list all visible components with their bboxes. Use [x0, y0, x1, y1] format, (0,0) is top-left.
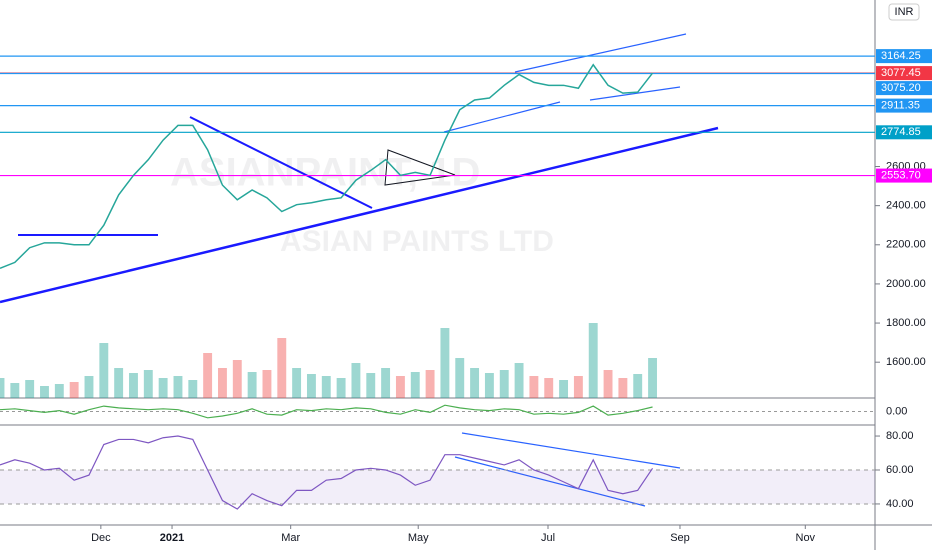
volume-bar — [321, 376, 331, 398]
x-tick-label: 2021 — [160, 532, 184, 544]
volume-bar — [633, 374, 643, 398]
volume-bar — [188, 380, 198, 398]
volume-bar — [203, 353, 213, 398]
y-tick-label: 2200.00 — [886, 239, 926, 251]
volume-bar — [559, 380, 569, 398]
volume-bar — [618, 378, 628, 398]
volume-bar — [262, 370, 272, 398]
volume-bar — [470, 368, 480, 398]
rsi-band — [0, 469, 875, 504]
volume-bar — [573, 376, 583, 398]
rsi-tick-label: 80.00 — [886, 430, 914, 442]
volume-bar — [25, 380, 35, 398]
triangle — [384, 149, 456, 186]
currency-box — [888, 3, 920, 21]
volume-bar — [10, 383, 20, 398]
rsi-line — [0, 435, 654, 510]
level-label-bg — [876, 66, 932, 81]
channel-line — [443, 101, 561, 133]
volume-bar — [306, 374, 316, 398]
level-label-bg — [876, 168, 932, 183]
volume-bar — [158, 378, 168, 398]
volume-bar — [69, 382, 79, 398]
drawings — [0, 33, 719, 507]
level-label-bg — [876, 81, 932, 96]
currency: INR — [895, 6, 914, 18]
volume-bar — [544, 378, 554, 398]
x-tick-label: Nov — [796, 532, 816, 544]
x-tick-label: May — [408, 532, 429, 544]
volume-bar — [603, 370, 613, 398]
volume-bar — [425, 370, 435, 398]
volume-bar — [484, 373, 494, 398]
x-tick-label: Dec — [91, 532, 111, 544]
volume-bar — [277, 338, 287, 398]
volume-bar — [40, 386, 49, 398]
level-label-bg — [876, 125, 932, 140]
watermark-subtitle: ASIAN PAINTS LTD — [280, 225, 554, 258]
volume-bar — [381, 368, 391, 398]
volume-bar — [247, 372, 257, 398]
level-label: 2911.35 — [881, 100, 920, 112]
volume-bar — [173, 376, 183, 398]
watermark: ASIANPAINT, 1D — [170, 151, 480, 195]
x-tick-label: Mar — [281, 532, 300, 544]
y-tick-label: 2000.00 — [886, 278, 926, 290]
level-label: 3075.20 — [881, 82, 921, 94]
volume-bar — [129, 373, 138, 398]
volume-bar — [218, 368, 227, 398]
channel-line — [514, 33, 687, 73]
rsi-tick-label: 40.00 — [886, 498, 914, 510]
volume-bar — [514, 363, 524, 398]
volume-bar — [84, 376, 94, 398]
volume-bar — [336, 378, 346, 398]
volume-bar — [114, 368, 124, 398]
volume-bar — [99, 343, 109, 398]
x-tick-label: Jul — [541, 532, 555, 544]
level-label: 3164.25 — [881, 50, 921, 62]
volume-bar — [0, 378, 5, 398]
volume-bar — [410, 372, 420, 398]
volume-bar — [529, 376, 539, 398]
volume-bar — [455, 358, 465, 398]
y-tick-label: 1800.00 — [886, 317, 926, 329]
volume-bar — [588, 323, 598, 398]
y-tick-label: 2400.00 — [886, 200, 926, 212]
osc-tick-label: 0.00 — [886, 405, 907, 417]
rsi-tick-label: 60.00 — [886, 464, 914, 476]
volume-bar — [648, 358, 657, 398]
volume-bar — [395, 376, 405, 398]
volume-bar — [440, 328, 450, 398]
volume-bar — [232, 360, 242, 398]
level-label: 3077.45 — [881, 67, 921, 79]
osc-line — [0, 404, 653, 419]
rsi-trendline — [454, 456, 646, 507]
channel-line — [589, 86, 681, 101]
volume-bar — [143, 370, 153, 398]
y-tick-label: 1600.00 — [886, 356, 926, 368]
level-label: 2774.85 — [881, 126, 921, 138]
volume-bar — [366, 373, 376, 398]
rsi-trendline — [461, 432, 681, 469]
volume-bar — [499, 370, 509, 398]
level-label: 2553.70 — [881, 169, 921, 181]
volume-bar — [351, 363, 361, 398]
x-tick-label: Sep — [670, 532, 690, 544]
level-label-bg — [876, 49, 932, 64]
volume-bar — [292, 368, 302, 398]
volume-bar — [54, 384, 64, 398]
price-line — [0, 63, 654, 269]
trendline — [0, 126, 719, 304]
level-label-bg — [876, 98, 932, 113]
